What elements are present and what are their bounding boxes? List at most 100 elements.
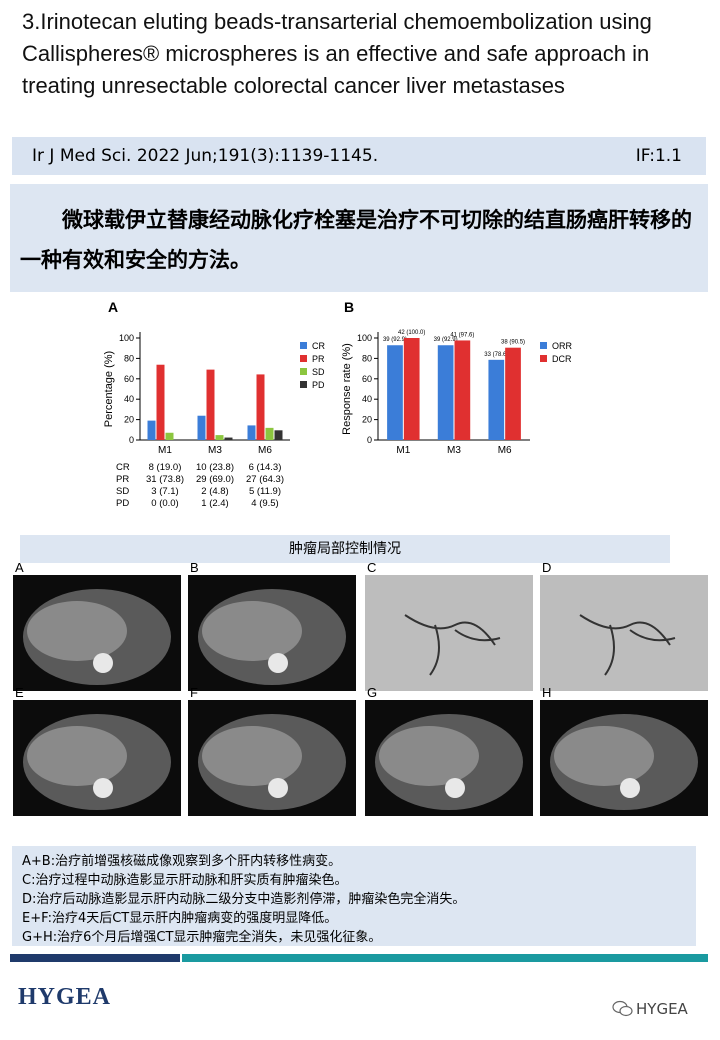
- value-label: 33 (78.6): [484, 352, 508, 358]
- note: G+H:治疗6个月后增强CT显示肿瘤完全消失，未见强化征象。: [22, 930, 382, 945]
- table-cell: 31 (73.8): [146, 474, 184, 485]
- table-cell: 8 (19.0): [149, 462, 182, 473]
- vertebra: [445, 778, 465, 798]
- table-cell: 2 (4.8): [201, 486, 228, 497]
- legend-label: SD: [312, 367, 325, 377]
- image-label: E: [15, 685, 24, 700]
- y-axis-label: Percentage (%): [103, 351, 115, 427]
- image-label: G: [367, 685, 377, 700]
- bar: [274, 430, 283, 440]
- bar: [403, 338, 420, 440]
- vertebra: [268, 778, 288, 798]
- legend-swatch: [540, 355, 547, 362]
- bar: [147, 420, 156, 440]
- image-label: F: [190, 685, 198, 700]
- liver: [202, 726, 302, 786]
- y-tick-label: 40: [124, 394, 134, 404]
- note: A+B:治疗前增强核磁成像观察到多个肝内转移性病变。: [22, 854, 342, 869]
- legend-swatch: [300, 381, 307, 388]
- table-cell: 4 (9.5): [251, 498, 278, 509]
- legend-label: DCR: [552, 354, 572, 364]
- liver: [202, 601, 302, 661]
- table-cell: 27 (64.3): [246, 474, 284, 485]
- liver: [379, 726, 479, 786]
- table-cell: 1 (2.4): [201, 498, 228, 509]
- image-label: B: [190, 560, 199, 575]
- bar: [156, 364, 165, 440]
- legend-swatch: [300, 342, 307, 349]
- y-tick-label: 40: [362, 394, 372, 404]
- image-label: H: [542, 685, 551, 700]
- bar: [265, 427, 274, 440]
- impact-factor: IF:1.1: [635, 146, 682, 166]
- vessels: [579, 614, 676, 676]
- bar: [206, 369, 215, 440]
- table-cell: 6 (14.3): [249, 462, 282, 473]
- value-label: 39 (92.9): [383, 337, 407, 343]
- bar: [256, 374, 265, 440]
- table-cell: 0 (0.0): [151, 498, 178, 509]
- panel-label: A: [108, 299, 118, 315]
- notes: A+B:治疗前增强核磁成像观察到多个肝内转移性病变。 C:治疗过程中动脉造影显示肝…: [12, 846, 696, 946]
- bar: [387, 345, 403, 440]
- y-tick-label: 20: [124, 415, 134, 425]
- y-tick-label: 20: [362, 415, 372, 425]
- panel-label: B: [344, 299, 354, 315]
- vertebra: [268, 653, 288, 673]
- liver: [554, 726, 654, 786]
- value-label: 38 (90.5): [501, 340, 525, 346]
- summary: 微球载伊立替康经动脉化疗栓塞是治疗不可切除的结直肠癌肝转移的一种有效和安全的方法…: [10, 184, 708, 292]
- value-label: 41 (97.6): [450, 332, 474, 338]
- bar: [437, 345, 454, 440]
- section-label: 肿瘤局部控制情况: [20, 535, 670, 563]
- scan-image: [365, 575, 533, 691]
- scan-image: [540, 575, 708, 691]
- y-tick-label: 100: [119, 333, 134, 343]
- image-grid: A B C D E F G H: [13, 560, 708, 816]
- bar: [215, 435, 224, 440]
- legend-swatch: [300, 355, 307, 362]
- y-tick-label: 60: [124, 374, 134, 384]
- bar: [454, 340, 471, 440]
- y-tick-label: 100: [357, 333, 372, 343]
- x-tick-label: M3: [447, 445, 461, 456]
- y-axis-label: Response rate (%): [341, 343, 353, 435]
- y-tick-label: 80: [124, 353, 134, 363]
- x-tick-label: M3: [208, 445, 222, 456]
- x-tick-label: M6: [498, 445, 512, 456]
- legend-label: CR: [312, 341, 325, 351]
- y-tick-label: 60: [362, 374, 372, 384]
- account: HYGEA: [636, 1000, 688, 1018]
- legend-label: ORR: [552, 341, 573, 351]
- table-cell: 10 (23.8): [196, 462, 234, 473]
- wechat-icon: [612, 1000, 633, 1017]
- vertebra: [93, 778, 113, 798]
- value-label: 42 (100.0): [398, 330, 425, 336]
- image-label: A: [15, 560, 24, 575]
- bar: [224, 437, 233, 440]
- bar: [197, 415, 206, 440]
- divider: [10, 954, 180, 962]
- vertebra: [620, 778, 640, 798]
- table-cell: 5 (11.9): [249, 486, 281, 497]
- image-label: C: [367, 560, 376, 575]
- logo: HYGEA: [18, 984, 112, 1010]
- divider: [182, 954, 708, 962]
- table-cell: 3 (7.1): [151, 486, 178, 497]
- journal: Ir J Med Sci. 2022 Jun;191(3):1139-1145.: [32, 146, 379, 166]
- liver: [27, 726, 127, 786]
- bar: [505, 347, 521, 440]
- table-cell: 29 (69.0): [196, 474, 234, 485]
- y-tick-label: 80: [362, 353, 372, 363]
- legend-swatch: [540, 342, 547, 349]
- y-tick-label: 0: [129, 435, 134, 445]
- table-cell: SD: [116, 486, 129, 497]
- image-label: D: [542, 560, 551, 575]
- table-cell: PR: [116, 474, 129, 485]
- table-cell: PD: [116, 498, 129, 509]
- title: 3.Irinotecan eluting beads-transarterial…: [22, 9, 652, 98]
- citation-bar: Ir J Med Sci. 2022 Jun;191(3):1139-1145.…: [12, 137, 706, 175]
- bar: [488, 359, 505, 440]
